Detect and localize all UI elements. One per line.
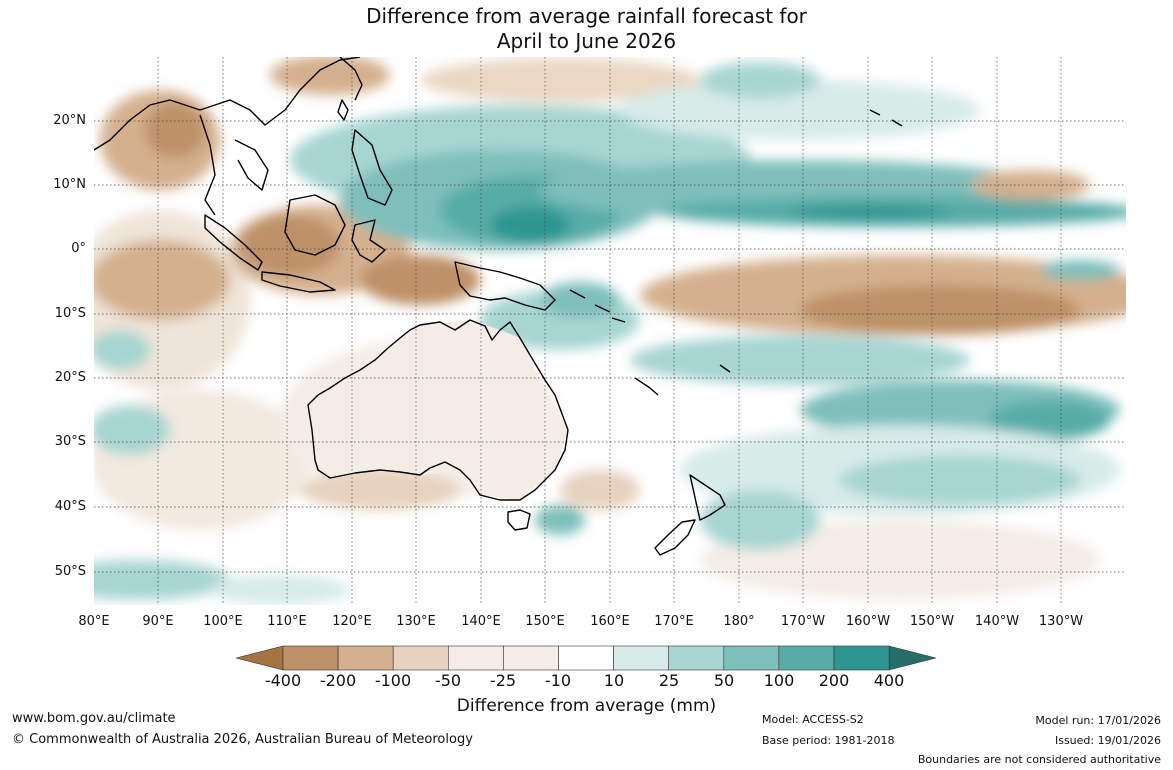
- new-guinea-coast: [454, 261, 556, 311]
- lon-label-170w: 170°W: [780, 614, 826, 629]
- colorbar-tick-9: 100: [763, 671, 795, 690]
- colorbar-box-8: [723, 645, 780, 671]
- asia-coast: [94, 57, 361, 216]
- sulawesi-coast: [351, 219, 386, 263]
- colorbar-tick-3: -50: [434, 671, 462, 690]
- lon-label-140w: 140°W: [974, 614, 1020, 629]
- colorbar-box-4: [503, 645, 559, 671]
- map-title: Difference from average rainfall forecas…: [0, 4, 1173, 54]
- colorbar-label: Difference from average (mm): [456, 696, 717, 716]
- lon-label-90e: 90°E: [142, 614, 174, 629]
- lon-label-140e: 140°E: [461, 614, 501, 629]
- colorbar-tick-4: -25: [489, 671, 517, 690]
- colorbar-tick-10: 200: [818, 671, 850, 690]
- taiwan-coast: [337, 99, 349, 121]
- colorbar-tick-8: 50: [713, 671, 735, 690]
- lon-label-100e: 100°E: [203, 614, 243, 629]
- colorbar-tick-6: 10: [603, 671, 625, 690]
- australia-coast: [307, 319, 569, 501]
- footer-website: www.bom.gov.au/climate: [12, 711, 176, 726]
- lon-label-80e: 80°E: [78, 614, 110, 629]
- coastlines: [94, 57, 903, 556]
- lon-label-160w: 160°W: [845, 614, 891, 629]
- colorbar-box-10: [833, 645, 890, 671]
- footer-copyright: © Commonwealth of Australia 2026, Austra…: [12, 732, 473, 747]
- title-line-1: Difference from average rainfall forecas…: [366, 4, 807, 28]
- footer-model: Model: ACCESS-S2: [762, 713, 864, 726]
- lon-label-150e: 150°E: [525, 614, 565, 629]
- lon-label-170e: 170°E: [654, 614, 694, 629]
- colorbar-tick-2: -100: [374, 671, 412, 690]
- lon-label-180: 180°: [723, 614, 755, 629]
- japan-coast: [339, 57, 363, 101]
- colorbar-box-9: [778, 645, 835, 671]
- lat-label-0: 0°: [71, 241, 86, 256]
- footer-disclaimer: Boundaries are not considered authoritat…: [917, 753, 1161, 766]
- colorbar-box-0: [282, 645, 339, 671]
- colorbar-box-6: [613, 645, 669, 671]
- lat-label-10n: 10°N: [53, 177, 86, 192]
- lon-label-150w: 150°W: [909, 614, 955, 629]
- tasmania-coast: [507, 509, 531, 531]
- footer-model-run: Model run: 17/01/2026: [1035, 714, 1161, 727]
- colorbar-tick-5: -10: [544, 671, 572, 690]
- lat-label-40s: 40°S: [54, 499, 86, 514]
- colorbar-tick-0: -400: [264, 671, 302, 690]
- lon-label-120e: 120°E: [332, 614, 372, 629]
- footer-base-period: Base period: 1981-2018: [762, 734, 895, 747]
- borneo-coast: [284, 194, 346, 256]
- java-coast: [261, 271, 336, 293]
- lat-label-10s: 10°S: [54, 306, 86, 321]
- lat-label-20n: 20°N: [53, 113, 86, 128]
- graticule: [94, 57, 1126, 605]
- colorbar-tick-11: 400: [873, 671, 905, 690]
- colorbar-arrow-high: [888, 645, 937, 671]
- colorbar-arrow-low: [235, 645, 284, 671]
- lon-label-110e: 110°E: [267, 614, 307, 629]
- lon-label-130e: 130°E: [396, 614, 436, 629]
- new-caledonia-coast: [634, 377, 659, 396]
- philippines-coast: [351, 129, 393, 206]
- lat-label-50s: 50°S: [54, 564, 86, 579]
- colorbar-tick-1: -200: [319, 671, 357, 690]
- new-zealand-coast: [654, 474, 726, 556]
- footer-issued: Issued: 19/01/2026: [1054, 734, 1161, 747]
- colorbar-tick-7: 25: [658, 671, 680, 690]
- colorbar-box-7: [668, 645, 725, 671]
- hawaii-coast: [869, 109, 903, 127]
- title-line-2: April to June 2026: [496, 29, 677, 53]
- fiji-coast: [719, 364, 731, 373]
- lat-label-30s: 30°S: [54, 434, 86, 449]
- colorbar-box-2: [392, 645, 449, 671]
- colorbar-box-3: [447, 645, 504, 671]
- rainfall-anomaly-field: [94, 57, 1126, 605]
- sumatra-coast: [204, 214, 263, 271]
- lon-label-130w: 130°W: [1038, 614, 1084, 629]
- lat-label-20s: 20°S: [54, 370, 86, 385]
- colorbar-box-5: [558, 645, 614, 671]
- solomon-islands-coast: [569, 289, 626, 323]
- colorbar: [235, 645, 937, 671]
- colorbar-box-1: [337, 645, 394, 671]
- lon-label-160e: 160°E: [590, 614, 630, 629]
